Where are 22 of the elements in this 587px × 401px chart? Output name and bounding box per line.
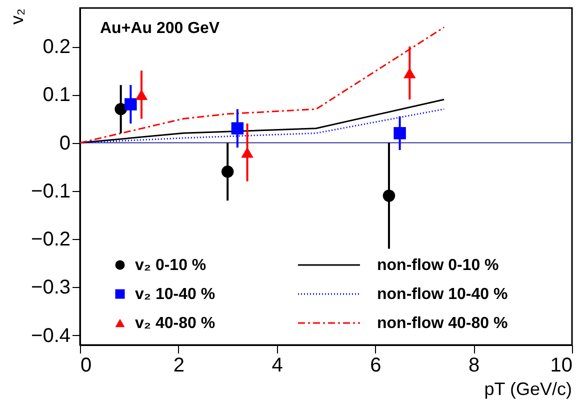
y-tick-label: −0.2 <box>31 228 70 251</box>
x-tick-label: 2 <box>173 354 184 376</box>
y-tick-label: −0.4 <box>31 324 70 347</box>
y-tick-label: 0.2 <box>42 36 70 58</box>
y-tick-label: −0.1 <box>31 180 70 202</box>
legend-label: v₂ 0-10 % <box>135 257 206 274</box>
x-tick-label: 10 <box>550 354 572 376</box>
y-tick-label: 0.1 <box>42 84 70 106</box>
x-axis-title: pT (GeV/c) <box>484 379 572 399</box>
x-tick-label: 6 <box>370 354 382 376</box>
legend-label: non-flow 0-10 % <box>377 257 499 274</box>
x-tick-label: 0 <box>80 354 92 376</box>
x-tick-label: 4 <box>272 354 283 376</box>
y-tick-label: −0.3 <box>31 276 70 299</box>
legend-label: v₂ 40-80 % <box>135 315 216 332</box>
y-tick-label: 0 <box>59 132 70 154</box>
legend-label: non-flow 40-80 % <box>377 315 508 332</box>
annotation: Au+Au 200 GeV <box>100 20 220 37</box>
y-axis-title: v₂ <box>7 8 28 24</box>
legend-label: v₂ 10-40 % <box>135 286 216 303</box>
legend-label: non-flow 10-40 % <box>377 286 508 303</box>
x-tick-label: 8 <box>468 354 480 376</box>
